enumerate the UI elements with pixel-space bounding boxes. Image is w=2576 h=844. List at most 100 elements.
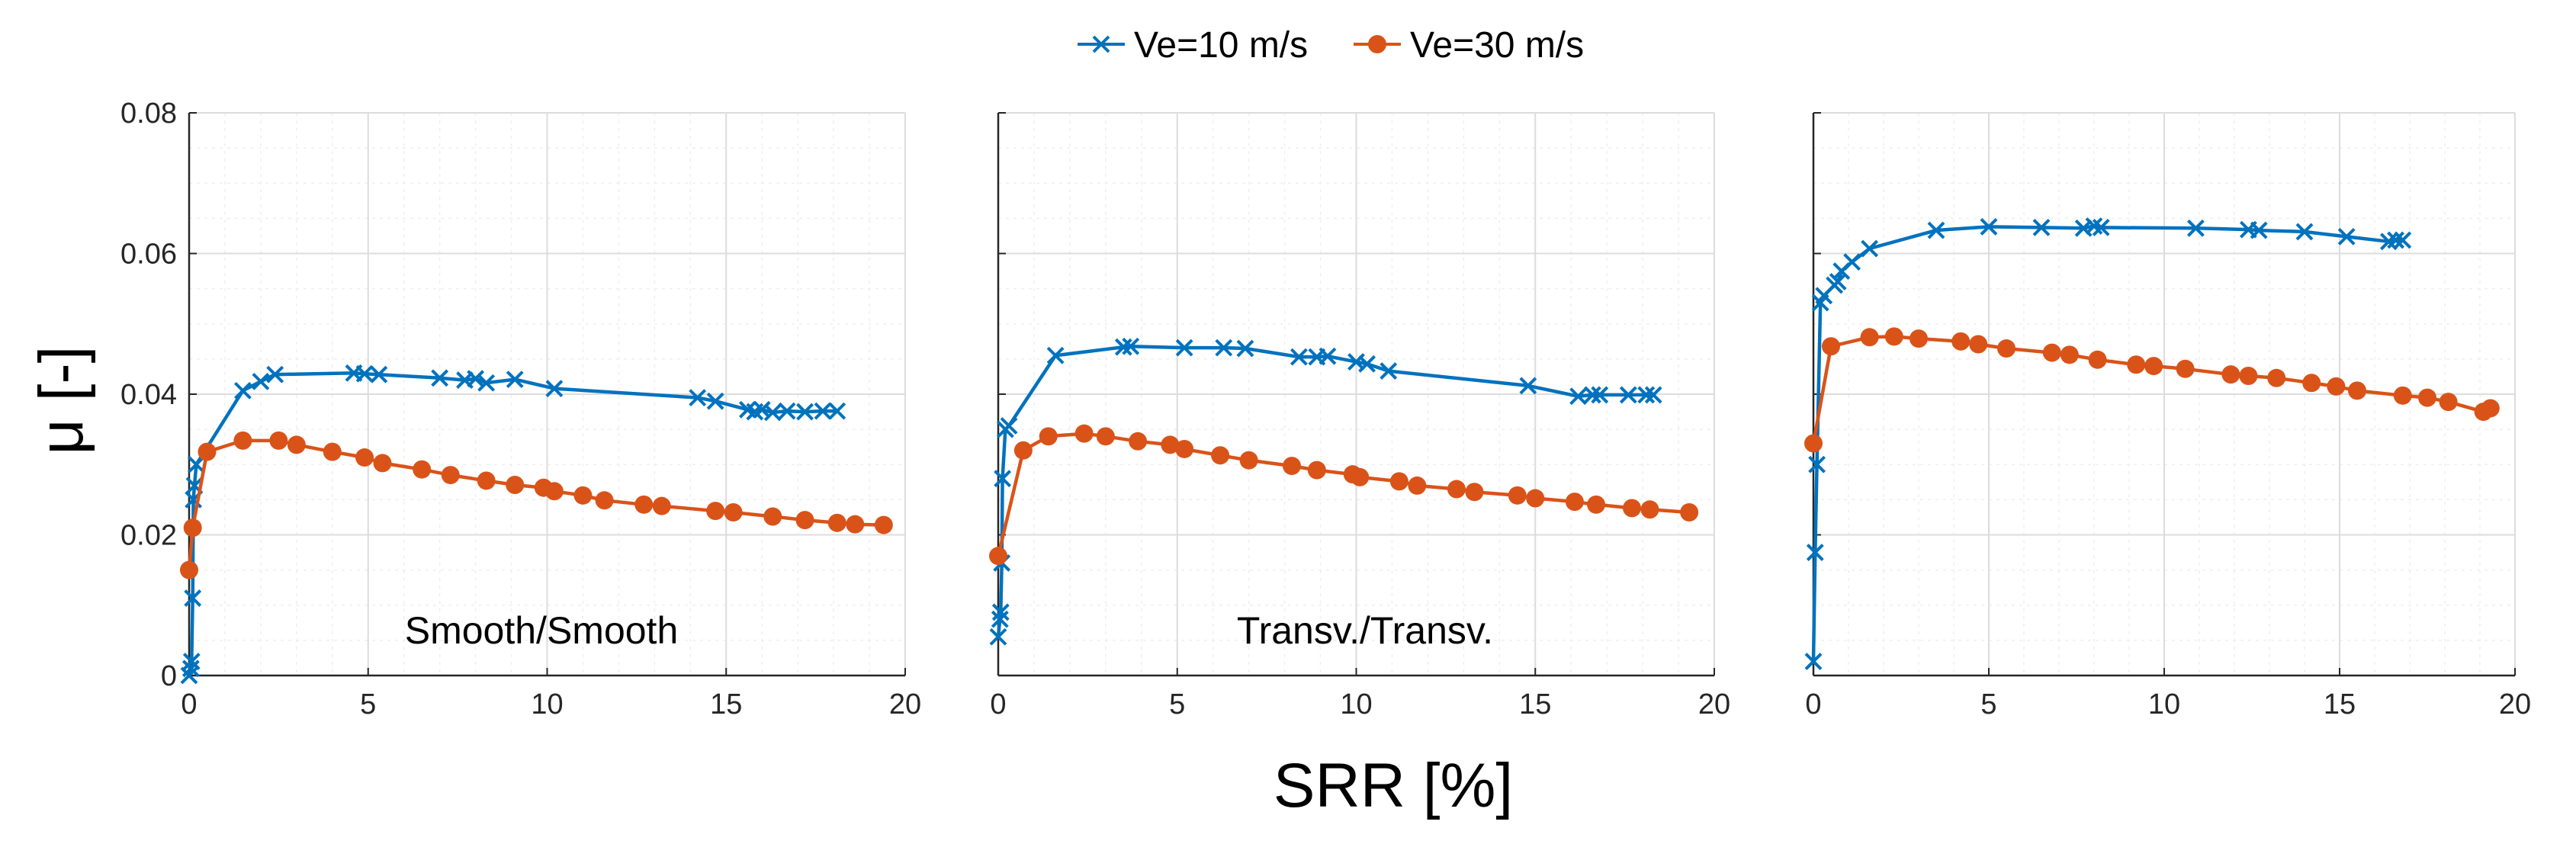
data-point-circle-marker (323, 442, 342, 461)
data-point-circle-marker (1951, 332, 1971, 351)
data-point-circle-marker (1565, 493, 1584, 512)
panel-transv-transv: 0 5 10 15 20 Transv./Transv. (989, 112, 1730, 720)
x-tick-label: 20 (889, 688, 921, 720)
data-point-circle-marker (1129, 432, 1148, 451)
data-point-circle-marker (1587, 495, 1606, 514)
x-tick-label: 15 (2324, 688, 2356, 720)
data-point-circle-marker (233, 431, 252, 450)
series-line (996, 345, 1654, 637)
data-point-circle-marker (183, 518, 202, 538)
data-point-circle-marker (1096, 427, 1115, 446)
data-point-x-marker (1000, 417, 1018, 435)
data-point-circle-marker (652, 496, 671, 515)
data-point-x-marker (1380, 362, 1398, 380)
data-point-circle-marker (827, 513, 846, 532)
data-point-x-marker (506, 371, 524, 389)
panel-label: Transv./Transv. (1237, 609, 1493, 652)
data-point-x-marker (431, 369, 449, 387)
data-point-x-marker (1644, 386, 1662, 404)
x-axis-title: SRR [%] (1274, 751, 1513, 820)
data-point-x-marker (181, 659, 200, 678)
data-point-circle-marker (1860, 328, 1879, 347)
x-tick-label: 15 (710, 688, 742, 720)
data-point-x-marker (234, 381, 252, 400)
x-tick-label: 20 (2499, 688, 2531, 720)
data-point-x-marker (182, 653, 201, 670)
panel-third: 0 5 10 15 20 (1804, 112, 2531, 720)
x-tick-label: 20 (1698, 688, 1730, 720)
legend-circle-marker-icon (1368, 35, 1386, 53)
data-point-x-marker (1980, 218, 1998, 236)
data-point-x-marker (1046, 346, 1065, 364)
data-point-circle-marker (2239, 367, 2258, 386)
data-point-x-marker (753, 400, 771, 419)
data-point-x-marker (2092, 218, 2110, 236)
data-point-x-marker (763, 403, 782, 422)
data-point-circle-marker (2042, 343, 2061, 362)
data-point-circle-marker (1408, 476, 1427, 495)
x-tick-label: 5 (1980, 688, 1996, 720)
x-tick-label: 0 (1805, 688, 1821, 720)
data-point-x-marker (187, 455, 205, 473)
data-point-circle-marker (1307, 461, 1326, 480)
data-point-circle-marker (1351, 467, 1370, 486)
data-point-x-marker (1927, 221, 1945, 239)
data-point-circle-marker (2418, 388, 2436, 407)
data-point-circle-marker (1074, 424, 1094, 443)
data-point-circle-marker (413, 460, 432, 479)
data-point-x-marker (1290, 348, 1308, 366)
data-point-circle-marker (763, 507, 782, 526)
data-point-circle-marker (373, 454, 392, 473)
data-point-x-marker (991, 610, 1009, 628)
x-tick-label: 15 (1519, 688, 1551, 720)
data-point-circle-marker (506, 476, 525, 495)
data-point-circle-marker (2481, 399, 2500, 418)
data-point-circle-marker (2439, 393, 2458, 412)
data-point-circle-marker (1282, 457, 1301, 476)
data-point-circle-marker (846, 515, 865, 534)
data-point-circle-marker (1910, 329, 1928, 348)
data-point-x-marker (2186, 219, 2205, 237)
data-point-x-marker (467, 370, 485, 388)
data-point-circle-marker (1465, 483, 1484, 502)
data-point-x-marker (1843, 253, 1861, 271)
x-tick-label: 5 (1169, 688, 1185, 720)
data-point-circle-marker (2393, 386, 2412, 405)
data-point-circle-marker (724, 502, 743, 521)
data-point-x-marker (706, 392, 724, 410)
y-axis-title: μ [-] (27, 346, 96, 455)
data-point-circle-marker (1623, 499, 1642, 518)
data-point-x-marker (689, 389, 707, 407)
data-point-circle-marker (287, 435, 306, 454)
y-tick-label: 0 (161, 660, 177, 692)
data-point-circle-marker (1161, 435, 1180, 454)
data-point-circle-marker (634, 495, 654, 514)
y-tick-label: 0.04 (120, 379, 177, 411)
data-point-circle-marker (2267, 368, 2286, 387)
y-tick-label: 0.08 (120, 98, 177, 130)
data-point-x-marker (828, 402, 846, 420)
x-tick-label: 10 (531, 688, 563, 720)
data-point-circle-marker (1175, 439, 1194, 458)
data-point-x-marker (2394, 231, 2412, 249)
series-line (996, 432, 1690, 557)
data-point-x-marker (2387, 231, 2405, 249)
data-point-circle-marker (1039, 427, 1058, 446)
series-line (1811, 224, 2403, 662)
data-point-circle-marker (2327, 377, 2346, 396)
panel-smooth-smooth: 0 5 10 15 20 0 0.02 0.04 0.06 0.08 Smooth/Smooth (120, 98, 921, 720)
data-point-circle-marker (1211, 446, 1230, 465)
data-point-x-marker (991, 603, 1010, 621)
data-point-x-marker (1583, 386, 1601, 404)
data-point-x-marker (989, 627, 1007, 646)
data-point-x-marker (370, 365, 388, 383)
data-point-x-marker (1829, 272, 1847, 290)
data-point-circle-marker (2127, 355, 2146, 374)
data-point-x-marker (266, 365, 284, 383)
data-point-x-marker (814, 402, 832, 420)
data-point-x-marker (1122, 337, 1140, 355)
data-point-circle-marker (477, 471, 496, 490)
data-point-circle-marker (198, 442, 217, 461)
legend-label-ve30: Ve=30 m/s (1410, 25, 1584, 66)
data-point-circle-marker (269, 431, 288, 450)
